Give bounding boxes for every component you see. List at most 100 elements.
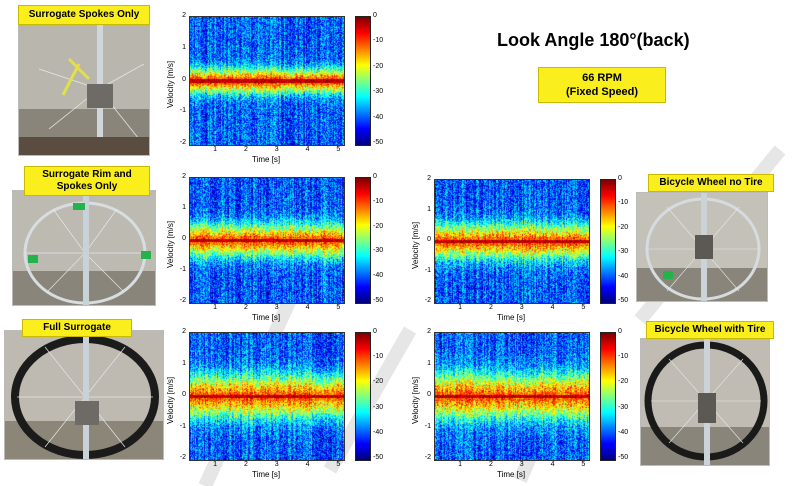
spectrogram-plot: 2 1 0 -1 -2 1 2 3 4 5 Velocity [m/s] Time [s] 0 -10 -2…	[411, 328, 648, 485]
y-tick-label: 0	[427, 236, 431, 243]
x-tick-label: 3	[519, 461, 524, 468]
spectrogram-plot: 2 1 0 -1 -2 1 2 3 4 5 Velocity [m/s] Time [s] 0 -10 -2…	[166, 328, 403, 485]
y-axis-label: Velocity [m/s]	[166, 60, 175, 108]
colorbar-tick-label: -10	[618, 199, 629, 207]
y-tick-label: 2	[427, 328, 431, 335]
y-tick-label: -2	[179, 297, 186, 304]
colorbar-tick-label: -20	[618, 378, 629, 386]
y-tick-label: -1	[179, 266, 186, 273]
speed-badge: 66 RPM (Fixed Speed)	[538, 67, 666, 103]
spectrogram-plot: 2 1 0 -1 -2 1 2 3 4 5 Velocity [m/s] Time [s] 0 -10 -2…	[411, 175, 648, 328]
label-wheel-no-tire: Bicycle Wheel no Tire	[648, 174, 774, 192]
x-tick-label: 4	[550, 304, 555, 311]
x-tick-label: 3	[519, 304, 524, 311]
x-axis-label: Time [s]	[252, 470, 281, 479]
y-tick-label: 2	[427, 175, 431, 182]
x-tick-label: 2	[243, 461, 248, 468]
spectrogram-image	[189, 332, 345, 461]
colorbar	[600, 179, 616, 304]
colorbar-tick-label: -10	[373, 37, 384, 45]
x-tick-label: 5	[336, 304, 341, 311]
colorbar-tick-label: -30	[373, 88, 384, 96]
y-tick-label: 0	[182, 391, 186, 398]
photo-spokes-only	[18, 8, 150, 156]
page-title: Look Angle 180°(back)	[497, 30, 690, 50]
x-tick-label: 1	[458, 304, 463, 311]
photo-wheel-with-tire	[640, 338, 770, 466]
x-tick-label: 1	[213, 461, 218, 468]
spectrogram-image	[434, 179, 590, 304]
label-wheel-with-tire: Bicycle Wheel with Tire	[646, 321, 774, 339]
x-tick-label: 1	[213, 304, 218, 311]
colorbar-tick-label: -30	[373, 247, 384, 255]
colorbar-tick-label: -20	[373, 378, 384, 386]
y-tick-label: -2	[179, 139, 186, 146]
colorbar-tick-label: -10	[618, 353, 629, 361]
colorbar	[355, 177, 371, 304]
x-tick-label: 4	[550, 461, 555, 468]
x-tick-label: 5	[336, 461, 341, 468]
y-tick-label: 0	[427, 391, 431, 398]
y-tick-label: 0	[182, 75, 186, 83]
colorbar-tick-label: -40	[373, 272, 384, 280]
colorbar-tick-label: -40	[373, 113, 384, 121]
x-tick-label: 5	[581, 461, 586, 468]
x-tick-label: 4	[305, 146, 310, 153]
label-spokes-only: Surrogate Spokes Only	[18, 5, 150, 25]
colorbar-tick-label: -50	[373, 139, 384, 146]
colorbar-tick-label: -30	[618, 403, 629, 411]
colorbar-tick-label: -40	[618, 272, 629, 280]
colorbar-tick-label: 0	[618, 175, 622, 182]
y-tick-label: 2	[182, 173, 186, 180]
y-tick-label: -1	[179, 107, 186, 115]
x-tick-label: 5	[581, 304, 586, 311]
x-tick-label: 3	[274, 461, 279, 468]
colorbar-tick-label: 0	[618, 328, 622, 335]
x-tick-label: 4	[305, 304, 310, 311]
x-tick-label: 2	[488, 304, 493, 311]
y-tick-label: -1	[424, 422, 431, 430]
y-tick-label: 1	[427, 359, 431, 367]
colorbar-tick-label: -50	[618, 297, 629, 304]
photo-rim-spokes	[12, 190, 156, 306]
y-axis-label: Velocity [m/s]	[411, 376, 420, 424]
y-tick-label: 0	[182, 235, 186, 242]
colorbar-tick-label: -20	[373, 222, 384, 230]
colorbar-tick-label: -20	[373, 62, 384, 70]
spectrogram-image	[189, 177, 345, 304]
colorbar-tick-label: -50	[373, 297, 384, 304]
colorbar-tick-label: -20	[618, 223, 629, 231]
y-tick-label: 1	[182, 359, 186, 367]
x-axis-label: Time [s]	[497, 313, 526, 322]
colorbar-tick-label: 0	[373, 173, 377, 180]
colorbar	[600, 332, 616, 461]
x-axis-label: Time [s]	[497, 470, 526, 479]
y-tick-label: -2	[424, 454, 431, 461]
colorbar-tick-label: 0	[373, 12, 377, 19]
spectrogram-image	[189, 16, 345, 146]
colorbar-tick-label: -50	[373, 454, 384, 461]
y-tick-label: 2	[182, 12, 186, 19]
y-tick-label: 2	[182, 328, 186, 335]
x-axis-label: Time [s]	[252, 313, 281, 322]
colorbar	[355, 16, 371, 146]
x-tick-label: 2	[243, 304, 248, 311]
spectrogram-image	[434, 332, 590, 461]
y-tick-label: 1	[182, 43, 186, 51]
speed-rpm: 66 RPM	[582, 72, 622, 84]
speed-note: (Fixed Speed)	[565, 86, 639, 98]
x-tick-label: 1	[458, 461, 463, 468]
x-tick-label: 2	[243, 146, 248, 153]
y-tick-label: 1	[427, 205, 431, 213]
colorbar-tick-label: -50	[618, 454, 629, 461]
colorbar-tick-label: 0	[373, 328, 377, 335]
spectrogram-plot: 2 1 0 -1 -2 1 2 3 4 5 Velocity [m/s] Time [s] 0 -10 -2…	[166, 173, 403, 328]
colorbar-tick-label: -40	[373, 428, 384, 436]
x-tick-label: 3	[274, 304, 279, 311]
x-tick-label: 2	[488, 461, 493, 468]
photo-full-surrogate	[4, 330, 164, 460]
colorbar-tick-label: -40	[618, 428, 629, 436]
y-axis-label: Velocity [m/s]	[166, 220, 175, 268]
colorbar	[355, 332, 371, 461]
y-tick-label: -1	[424, 266, 431, 274]
